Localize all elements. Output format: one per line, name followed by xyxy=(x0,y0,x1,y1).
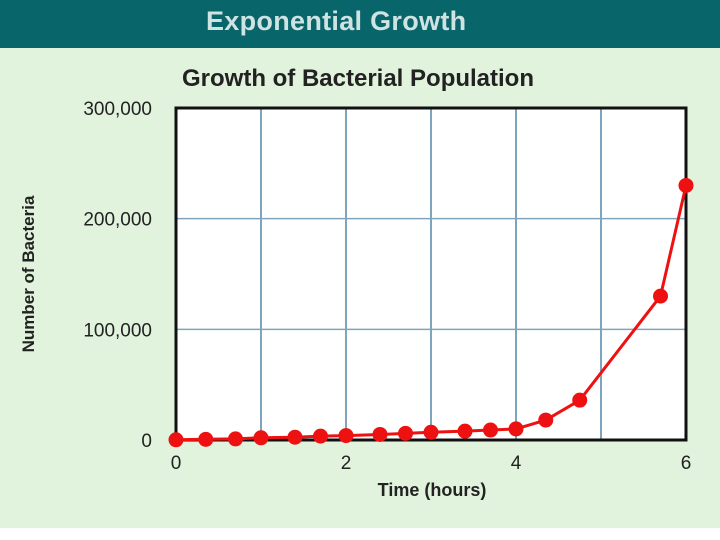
x-tick-label: 2 xyxy=(341,453,352,474)
data-point xyxy=(313,428,328,444)
x-tick-label: 0 xyxy=(171,453,182,474)
data-point xyxy=(228,431,243,447)
data-point xyxy=(538,412,554,428)
chart-panel: Growth of Bacterial Population 0 2 4 6 0 100,… xyxy=(0,48,720,528)
data-point xyxy=(483,422,498,438)
data-point xyxy=(678,177,694,193)
data-point xyxy=(457,423,473,439)
data-point xyxy=(253,430,269,446)
series-growth xyxy=(168,177,694,448)
y-tick-label: 100,000 xyxy=(83,320,152,341)
y-tick-label: 0 xyxy=(141,431,152,452)
data-point xyxy=(168,432,184,448)
data-point xyxy=(653,288,668,304)
x-axis-label: Time (hours) xyxy=(378,480,487,500)
tick-labels: 0 2 4 6 0 100,000 200,000 300,000 xyxy=(83,99,691,474)
data-point xyxy=(198,431,214,447)
grid-lines xyxy=(176,108,686,440)
data-point xyxy=(287,429,303,445)
chart-title: Growth of Bacterial Population xyxy=(182,65,534,92)
data-point xyxy=(423,424,439,440)
plot-frame xyxy=(174,106,688,442)
header-title: Exponential Growth xyxy=(206,6,467,36)
bacterial-growth-chart: Growth of Bacterial Population 0 2 4 6 0 100,… xyxy=(19,65,694,500)
data-point xyxy=(508,421,524,437)
data-point xyxy=(572,392,588,408)
header-bar: Exponential Growth xyxy=(0,0,720,48)
data-point xyxy=(338,428,354,444)
x-tick-label: 6 xyxy=(681,453,692,474)
x-tick-label: 4 xyxy=(511,453,522,474)
y-axis-label: Number of Bacteria xyxy=(19,195,38,352)
data-point xyxy=(372,426,388,442)
y-tick-label: 300,000 xyxy=(83,99,152,120)
data-point xyxy=(398,425,413,441)
y-tick-label: 200,000 xyxy=(83,210,152,231)
